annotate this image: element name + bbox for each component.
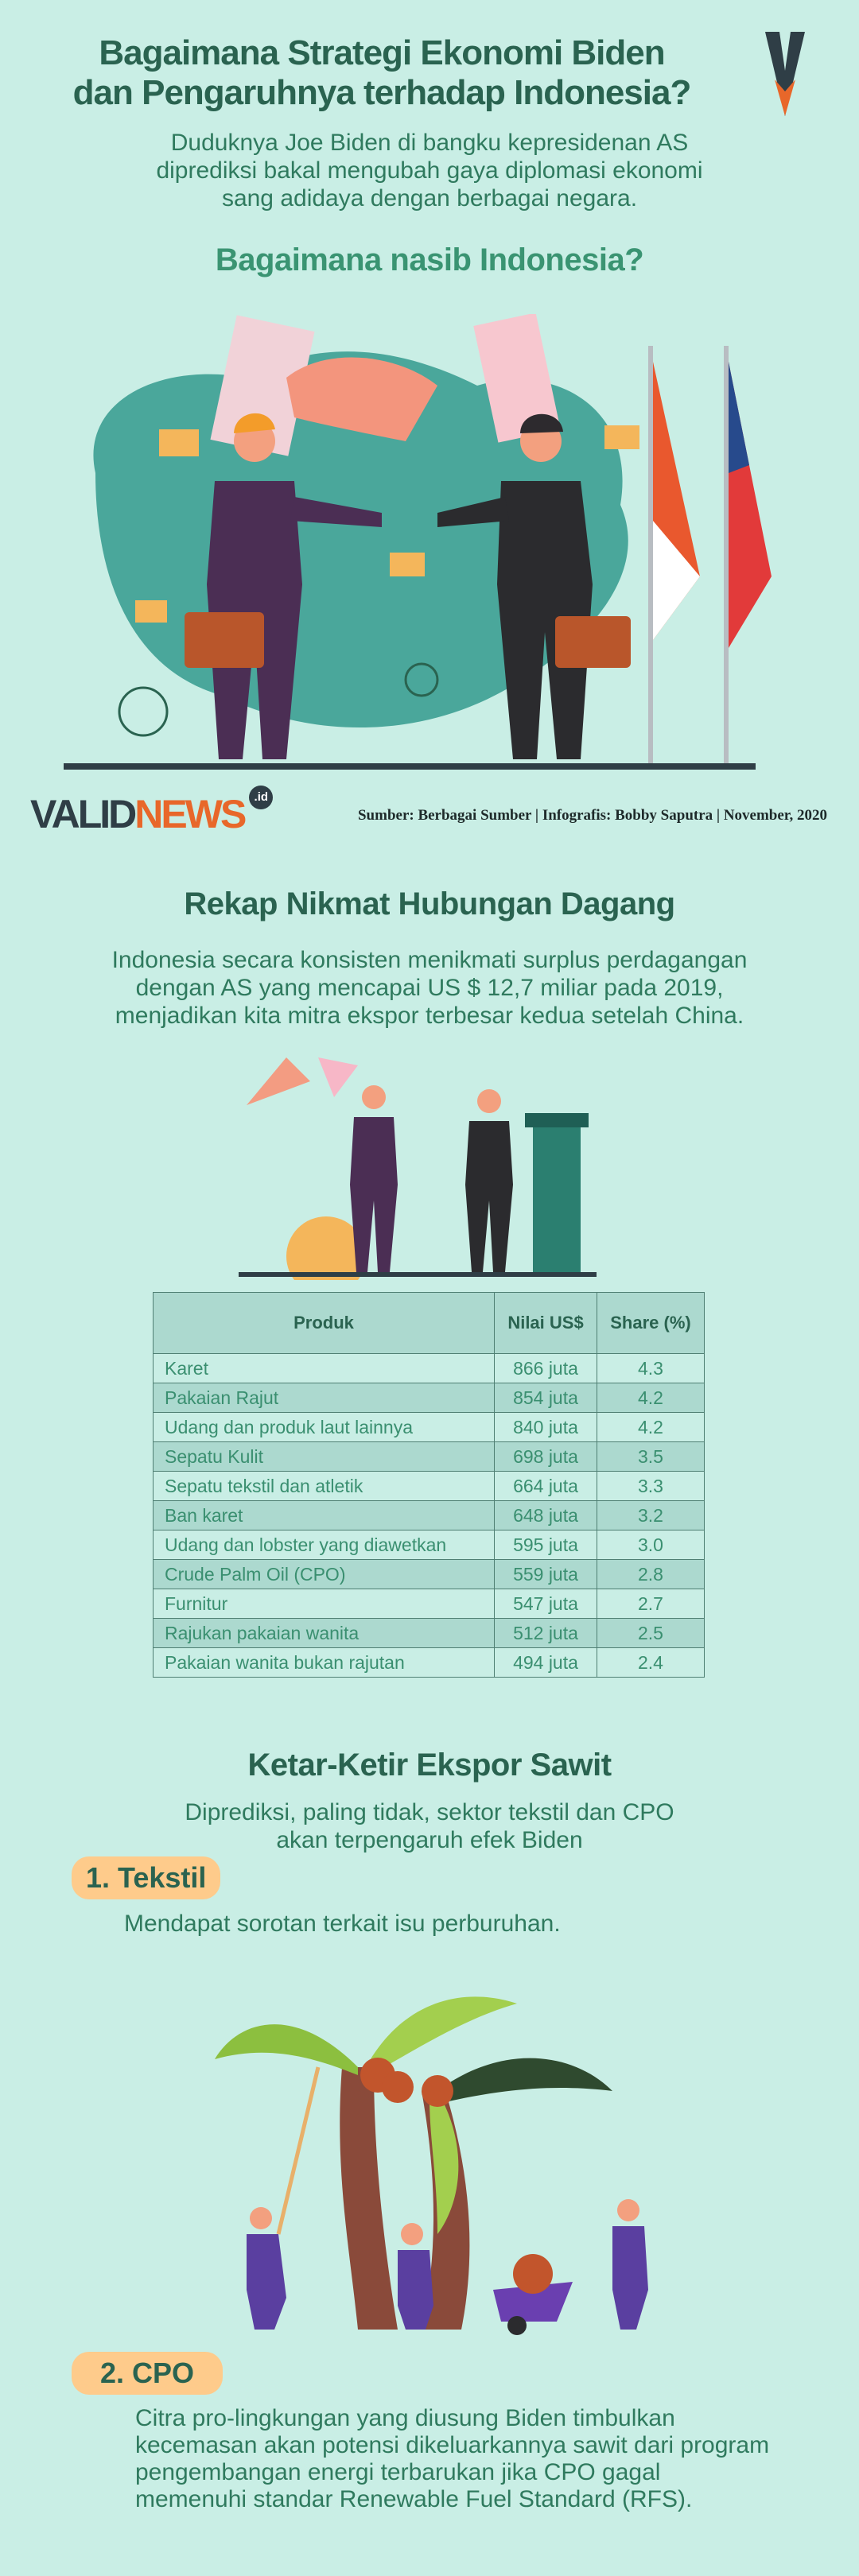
table-row: Pakaian wanita bukan rajutan 494 juta 2.4 — [153, 1647, 705, 1678]
cpo-line: kecemasan akan potensi dikeluarkannya sa… — [135, 2432, 770, 2458]
palm-intro: Diprediksi, paling tidak, sektor tekstil… — [72, 1798, 787, 1854]
intro-line: menjadikan kita mitra ekspor terbesar ke… — [115, 1003, 744, 1029]
intro-line: dengan AS yang mencapai US $ 12,7 miliar… — [135, 975, 724, 1001]
share-cell: 2.8 — [597, 1559, 705, 1589]
validnews-v-logo — [765, 32, 805, 116]
palm-heading: Ketar-Ketir Ekspor Sawit — [247, 1748, 612, 1783]
logo-suffix: .id — [249, 786, 274, 809]
title-line-2: dan Pengaruhnya terhadap Indonesia? — [72, 73, 692, 112]
column-header: Share (%) — [597, 1292, 705, 1354]
table-row: Sepatu Kulit 698 juta 3.5 — [153, 1441, 705, 1472]
share-cell: 2.5 — [597, 1618, 705, 1648]
value-cell: 595 juta — [494, 1530, 597, 1560]
intro-line: Duduknya Joe Biden di bangku kepresidena… — [170, 130, 689, 156]
tekstil-pill: 1. Tekstil — [72, 1856, 221, 1899]
envelope-icon — [135, 600, 167, 623]
value-cell: 494 juta — [494, 1647, 597, 1678]
envelope-icon — [159, 429, 199, 456]
value-cell: 840 juta — [494, 1412, 597, 1442]
intro-line: akan terpengaruh efek Biden — [276, 1827, 583, 1853]
table-row: Rajukan pakaian wanita 512 juta 2.5 — [153, 1618, 705, 1648]
logo-text: NEWS — [134, 792, 247, 836]
value-cell: 866 juta — [494, 1353, 597, 1383]
product-cell: Pakaian Rajut — [153, 1383, 495, 1413]
column-header: Nilai US$ — [494, 1292, 597, 1354]
briefcase-icon — [185, 612, 264, 668]
share-cell: 2.4 — [597, 1647, 705, 1678]
table-row: Sepatu tekstil dan atletik 664 juta 3.3 — [153, 1471, 705, 1501]
product-cell: Ban karet — [153, 1500, 495, 1530]
share-cell: 2.7 — [597, 1589, 705, 1619]
cpo-line: pengembangan energi terbarukan jika CPO … — [135, 2459, 661, 2485]
share-cell: 3.5 — [597, 1441, 705, 1472]
question-heading: Bagaimana nasib Indonesia? — [215, 242, 644, 277]
intro-line: diprediksi bakal mengubah gaya diplomasi… — [156, 157, 703, 184]
gear-icon — [404, 662, 439, 697]
envelope-icon — [390, 553, 425, 576]
column-header: Produk — [153, 1292, 495, 1354]
source-credit: Sumber: Berbagai Sumber | Infografis: Bo… — [357, 807, 827, 824]
intro-text: Duduknya Joe Biden di bangku kepresidena… — [72, 129, 787, 212]
envelope-icon — [604, 425, 639, 449]
product-cell: Udang dan produk laut lainnya — [153, 1412, 495, 1442]
value-cell: 664 juta — [494, 1471, 597, 1501]
cpo-pill: 2. CPO — [72, 2352, 223, 2395]
table-row: Udang dan lobster yang diawetkan 595 juta… — [153, 1530, 705, 1560]
podium — [533, 1117, 581, 1272]
product-cell: Sepatu tekstil dan atletik — [153, 1471, 495, 1501]
value-cell: 854 juta — [494, 1383, 597, 1413]
logo-text: VALID — [30, 792, 137, 836]
share-cell: 3.0 — [597, 1530, 705, 1560]
table-row: Karet 866 juta 4.3 — [153, 1353, 705, 1383]
table-row: Udang dan produk laut lainnya 840 juta 4.2 — [153, 1412, 705, 1442]
cpo-text: Citra pro-lingkungan yang diusung Biden … — [135, 2405, 769, 2513]
value-cell: 547 juta — [494, 1589, 597, 1619]
trade-illustration — [239, 1057, 597, 1280]
title-line-1: Bagaimana Strategi Ekonomi Biden — [99, 33, 665, 72]
palm-harvest-illustration — [215, 1996, 648, 2335]
validnews-logo: VALIDNEWS .id — [30, 786, 274, 836]
value-cell: 512 juta — [494, 1618, 597, 1648]
table-row: Crude Palm Oil (CPO) 559 juta 2.8 — [153, 1559, 705, 1589]
product-cell: Rajukan pakaian wanita — [153, 1618, 495, 1648]
product-cell: Udang dan lobster yang diawetkan — [153, 1530, 495, 1560]
product-cell: Furnitur — [153, 1589, 495, 1619]
intro-line: Indonesia secara konsisten menikmati sur… — [111, 947, 748, 973]
intro-line: sang adidaya dengan berbagai negara. — [221, 185, 638, 211]
table-row: Ban karet 648 juta 3.2 — [153, 1500, 705, 1530]
table-row: Furnitur 547 juta 2.7 — [153, 1589, 705, 1619]
cpo-line: Citra pro-lingkungan yang diusung Biden … — [135, 2405, 675, 2431]
value-cell: 559 juta — [494, 1559, 597, 1589]
trade-heading: Rekap Nikmat Hubungan Dagang — [184, 886, 675, 921]
trade-table: Produk Nilai US$ Share (%) Karet 866 juta… — [153, 1292, 705, 1678]
value-cell: 648 juta — [494, 1500, 597, 1530]
globe-icon — [118, 686, 169, 737]
product-cell: Karet — [153, 1353, 495, 1383]
trade-intro: Indonesia secara konsisten menikmati sur… — [72, 946, 787, 1030]
diplomacy-illustration — [64, 314, 772, 770]
share-cell: 4.3 — [597, 1353, 705, 1383]
product-cell: Pakaian wanita bukan rajutan — [153, 1647, 495, 1678]
intro-line: Diprediksi, paling tidak, sektor tekstil… — [185, 1799, 674, 1825]
table-row: Pakaian Rajut 854 juta 4.2 — [153, 1383, 705, 1413]
product-cell: Sepatu Kulit — [153, 1441, 495, 1472]
share-cell: 3.2 — [597, 1500, 705, 1530]
share-cell: 4.2 — [597, 1412, 705, 1442]
page-title: Bagaimana Strategi Ekonomi Biden dan Pen… — [16, 33, 748, 113]
cpo-line: memenuhi standar Renewable Fuel Standard… — [135, 2486, 693, 2512]
value-cell: 698 juta — [494, 1441, 597, 1472]
briefcase-icon — [555, 616, 631, 668]
product-cell: Crude Palm Oil (CPO) — [153, 1559, 495, 1589]
share-cell: 4.2 — [597, 1383, 705, 1413]
tekstil-text: Mendapat sorotan terkait isu perburuhan. — [124, 1911, 561, 1937]
share-cell: 3.3 — [597, 1471, 705, 1501]
